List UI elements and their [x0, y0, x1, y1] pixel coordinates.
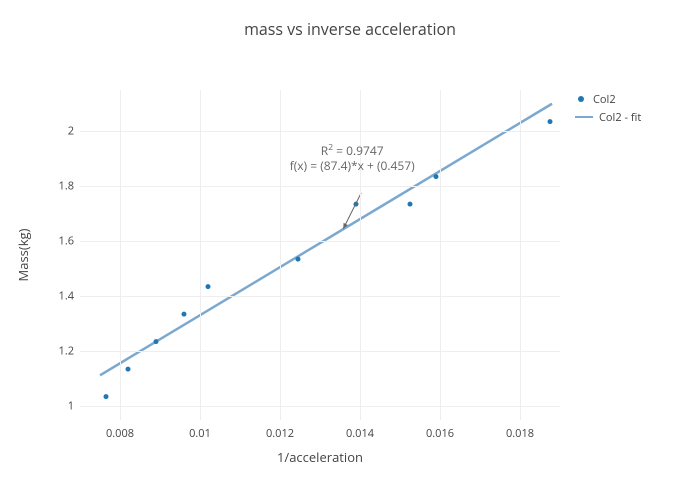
gridline-h	[80, 351, 560, 352]
y-tick-label: 2	[50, 124, 74, 139]
annotation-line-2: f(x) = (87.4)*x + (0.457)	[267, 158, 437, 174]
y-tick-label: 1.6	[50, 234, 74, 249]
legend-label-fit: Col2 - fit	[599, 110, 641, 125]
data-point	[434, 174, 439, 179]
chart-title: mass vs inverse acceleration	[0, 18, 700, 40]
legend: Col2 Col2 - fit	[575, 90, 641, 126]
legend-marker-dot-icon	[575, 96, 587, 102]
gridline-v	[360, 90, 361, 420]
legend-label-scatter: Col2	[593, 92, 616, 107]
legend-item-scatter: Col2	[575, 90, 641, 108]
x-tick-label: 0.018	[506, 426, 534, 441]
data-point	[548, 119, 553, 124]
data-point	[104, 394, 109, 399]
gridline-h	[80, 131, 560, 132]
gridline-h	[80, 186, 560, 187]
gridline-v	[200, 90, 201, 420]
fit-annotation: R2 = 0.9747 f(x) = (87.4)*x + (0.457)	[267, 143, 437, 174]
y-tick-label: 1.8	[50, 179, 74, 194]
y-tick-label: 1.2	[50, 344, 74, 359]
y-tick-label: 1	[50, 399, 74, 414]
gridline-v	[520, 90, 521, 420]
gridline-v	[440, 90, 441, 420]
data-point	[154, 339, 159, 344]
gridline-v	[120, 90, 121, 420]
gridline-v	[280, 90, 281, 420]
plot-svg	[80, 90, 560, 420]
x-tick-label: 0.016	[426, 426, 454, 441]
annotation-line-1: R2 = 0.9747	[267, 143, 437, 159]
legend-item-fit: Col2 - fit	[575, 108, 641, 126]
gridline-h	[80, 296, 560, 297]
x-tick-label: 0.014	[346, 426, 374, 441]
data-point	[126, 367, 131, 372]
data-point	[206, 284, 211, 289]
data-point	[296, 257, 301, 262]
x-tick-label: 0.01	[189, 426, 211, 441]
x-axis-label: 1/acceleration	[277, 448, 363, 466]
data-point	[182, 312, 187, 317]
gridline-h	[80, 406, 560, 407]
plot-area	[80, 90, 560, 420]
x-tick-label: 0.012	[266, 426, 294, 441]
y-axis-label: Mass(kg)	[14, 229, 32, 282]
y-tick-label: 1.4	[50, 289, 74, 304]
x-tick-label: 0.008	[106, 426, 134, 441]
gridline-h	[80, 241, 560, 242]
legend-marker-line-icon	[575, 116, 593, 118]
chart-container: mass vs inverse acceleration 1/accelerat…	[0, 0, 700, 500]
data-point	[408, 202, 413, 207]
